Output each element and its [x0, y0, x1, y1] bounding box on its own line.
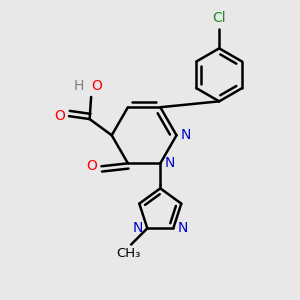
Text: N: N [133, 221, 143, 235]
Text: O: O [86, 159, 97, 173]
Text: H: H [74, 80, 84, 94]
Text: CH₃: CH₃ [116, 248, 140, 260]
Text: O: O [92, 80, 103, 94]
Text: O: O [55, 109, 65, 123]
Text: Cl: Cl [212, 11, 226, 25]
Text: N: N [165, 156, 175, 170]
Text: N: N [178, 221, 188, 235]
Text: N: N [181, 128, 191, 142]
